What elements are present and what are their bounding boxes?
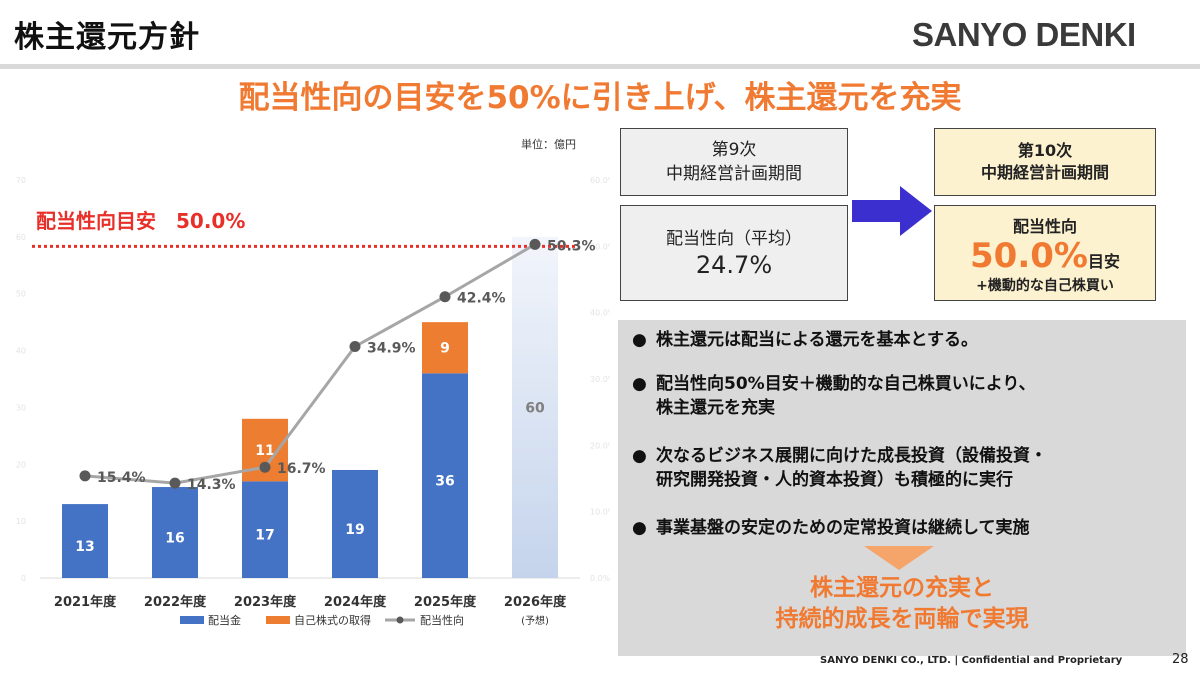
ninth-plan-payout-box: 配当性向（平均） 24.7% — [620, 205, 848, 301]
legend-label: 配当性向 — [420, 613, 464, 627]
x-tick-label: 2022年度 — [144, 594, 207, 610]
y-left-tick-label: 40 — [16, 347, 26, 356]
policy-bullet-line: 株主還元は配当による還元を基本とする。 — [656, 330, 978, 350]
policy-bullet-line: 事業基盤の安定のための定常投資は継続して実施 — [656, 518, 1030, 538]
conclusion: 株主還元の充実と 持続的成長を両輪で実現 — [618, 573, 1186, 635]
legend-label: 自己株式の取得 — [294, 613, 371, 627]
y-left-tick-label: 20 — [16, 460, 26, 469]
policy-bullet-line: 次なるビジネス展開に向けた成長投資（設備投資・ — [656, 446, 1047, 466]
x-tick-label: 2025年度 — [414, 594, 477, 610]
tenth-payout-value: 50.0% — [970, 236, 1088, 276]
payout-ratio-label: 16.7% — [277, 461, 326, 477]
y-left-tick-label: 60 — [16, 233, 26, 242]
company-logo: SANYO DENKI — [912, 16, 1136, 53]
dividend-bar — [242, 481, 288, 578]
legend-label: 配当金 — [208, 613, 241, 627]
payout-ratio-point — [79, 470, 91, 482]
y-left-tick-label: 0 — [21, 574, 26, 583]
dividend-bar — [62, 504, 108, 578]
payout-ratio-point — [169, 477, 181, 489]
bullet-icon: ● — [632, 330, 647, 350]
policy-bullet-line: 配当性向50%目安＋機動的な自己株買いにより、 — [656, 374, 1036, 394]
tenth-payout-note: +機動的な自己株買い — [976, 278, 1114, 294]
x-tick-label: 2023年度 — [234, 594, 297, 610]
buyback-bar-label: 9 — [440, 341, 450, 357]
tenth-payout-label: 配当性向 — [1012, 217, 1077, 236]
payout-ratio-label: 42.4% — [457, 291, 506, 307]
footer-text: SANYO DENKI CO., LTD. | Confidential and… — [820, 655, 1123, 666]
x-tick-note: (予想) — [521, 614, 549, 627]
ninth-payout-label: 配当性向（平均） — [666, 229, 802, 249]
bullet-icon: ● — [632, 518, 647, 538]
ninth-plan-subtitle: 中期経営計画期間 — [666, 164, 802, 184]
x-tick-label: 2026年度 — [504, 594, 567, 610]
y-right-tick-label: 60.0% — [590, 176, 610, 185]
payout-ratio-point — [349, 340, 361, 352]
payout-ratio-line — [84, 243, 536, 485]
y-right-tick-label: 20.0% — [590, 441, 610, 450]
dividend-bar — [422, 373, 468, 578]
y-right-tick-label: 10.0% — [590, 508, 610, 517]
dividend-bar-label: 19 — [345, 522, 364, 538]
dividend-bar-label: 36 — [435, 474, 454, 490]
y-left-tick-label: 70 — [16, 176, 26, 185]
forecast-bar — [512, 236, 558, 578]
payout-ratio-label: 14.3% — [187, 477, 236, 493]
tenth-plan-period-box: 第10次 中期経営計画期間 — [934, 128, 1156, 196]
y-left-tick-label: 50 — [16, 290, 26, 299]
x-tick-label: 2024年度 — [324, 594, 387, 610]
right-arrow-icon — [852, 186, 932, 236]
header-divider — [0, 64, 1200, 69]
tenth-plan-subtitle: 中期経営計画期間 — [980, 163, 1109, 182]
policy-bullet-line: 株主還元を充実 — [656, 398, 775, 418]
legend-swatch-payout-marker — [396, 616, 404, 624]
legend-swatch-dividend — [180, 616, 204, 624]
bullet-icon: ● — [632, 374, 647, 394]
dividend-bar — [332, 469, 378, 578]
dividend-bar — [152, 487, 198, 578]
buyback-bar — [422, 322, 468, 374]
chart-unit-label: 単位：億円 — [521, 137, 576, 151]
dividend-bar-label: 13 — [75, 539, 94, 555]
headline: 配当性向の目安を50%に引き上げ、株主還元を充実 — [238, 80, 962, 116]
payout-ratio-point — [529, 238, 541, 250]
payout-ratio-label: 15.4% — [97, 470, 146, 486]
payout-ratio-point — [259, 461, 271, 473]
payout-ratio-point — [439, 291, 451, 303]
page-number: 28 — [1172, 652, 1189, 667]
x-tick-label: 2021年度 — [54, 594, 117, 610]
target-line-label: 配当性向目安 50.0% — [36, 209, 245, 233]
down-arrow-icon — [864, 546, 934, 570]
buyback-bar-label: 11 — [255, 443, 274, 459]
y-right-tick-label: 50.0% — [590, 242, 610, 251]
conclusion-line: 株主還元の充実と — [810, 575, 994, 601]
y-left-tick-label: 30 — [16, 403, 26, 412]
dividend-bar-label: 17 — [255, 528, 274, 544]
payout-ratio-label: 50.3% — [547, 238, 596, 254]
policy-bullet: ● 次なるビジネス展開に向けた成長投資（設備投資・ 研究開発投資・人的資本投資）… — [632, 444, 1047, 492]
policy-bullet: ● 配当性向50%目安＋機動的な自己株買いにより、 株主還元を充実 — [632, 372, 1036, 420]
policy-bullet: ● 株主還元は配当による還元を基本とする。 — [632, 328, 978, 352]
policy-panel: ● 株主還元は配当による還元を基本とする。 ● 配当性向50%目安＋機動的な自己… — [618, 320, 1186, 656]
ninth-plan-title: 第9次 — [711, 140, 757, 160]
policy-bullet-line: 研究開発投資・人的資本投資）も積極的に実行 — [656, 470, 1013, 490]
y-right-tick-label: 0.0% — [590, 574, 610, 583]
bullet-icon: ● — [632, 446, 647, 466]
forecast-bar-label: 60 — [525, 400, 545, 416]
tenth-plan-payout-box: 配当性向 50.0%目安 +機動的な自己株買い — [934, 205, 1156, 301]
legend-swatch-buyback — [266, 616, 290, 624]
y-right-tick-label: 30.0% — [590, 375, 610, 384]
conclusion-line: 持続的成長を両輪で実現 — [775, 606, 1029, 632]
shareholder-return-chart: 単位：億円 0 10 20 30 40 50 60 70 0.0% 10.0% 20.0% 30.0% 4… — [16, 137, 610, 627]
ninth-payout-value: 24.7% — [695, 251, 773, 279]
policy-bullet: ● 事業基盤の安定のための定常投資は継続して実施 — [632, 516, 1030, 540]
y-right-tick-label: 40.0% — [590, 309, 610, 318]
y-left-tick-label: 10 — [16, 517, 26, 526]
ninth-plan-period-box: 第9次 中期経営計画期間 — [620, 128, 848, 196]
payout-ratio-label: 34.9% — [367, 340, 416, 356]
dividend-bar-label: 16 — [165, 531, 184, 547]
page-title: 株主還元方針 — [14, 20, 200, 55]
tenth-payout-suffix: 目安 — [1087, 252, 1120, 271]
tenth-plan-title: 第10次 — [1017, 141, 1073, 160]
